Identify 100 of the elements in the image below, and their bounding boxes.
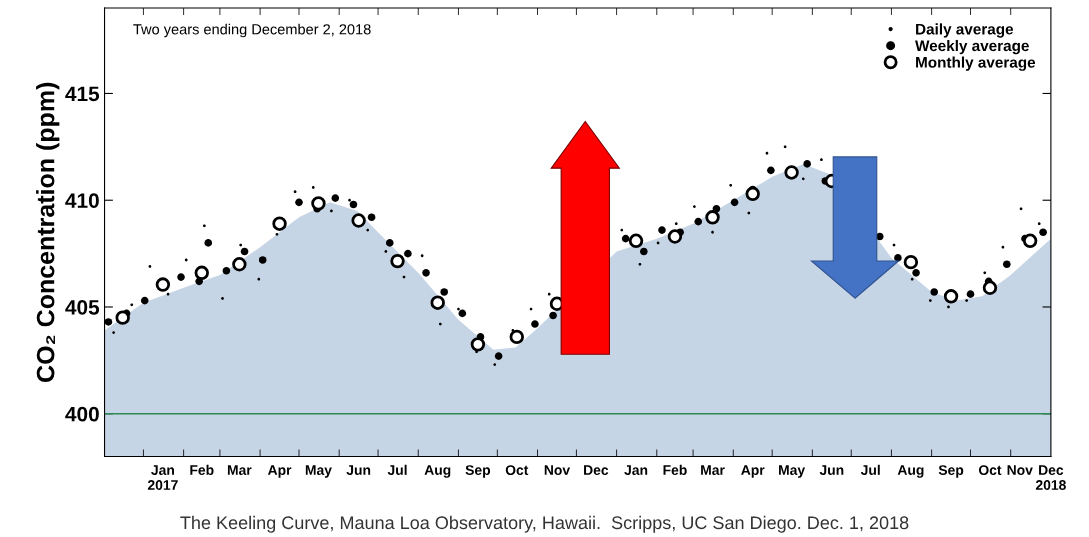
point [621,234,630,243]
point [494,352,503,360]
point [638,262,642,266]
point [349,200,358,209]
x-tick-label: Apr [741,465,765,478]
point [982,280,998,295]
point [351,213,366,228]
point [493,363,497,367]
point [820,158,823,162]
point [438,322,442,326]
point [115,310,130,325]
point [674,222,678,226]
point [390,253,405,269]
point [177,273,185,281]
point [385,239,394,247]
point [966,290,975,298]
x-tick-label: Aug [424,465,451,478]
point [475,350,478,354]
point [1039,228,1047,237]
point [272,216,287,231]
point [330,209,333,213]
point [293,190,297,194]
point [711,230,714,234]
point [903,254,919,270]
y-tick-label: 415 [65,86,100,102]
x-tick-label: Sep [938,465,964,478]
point [930,288,939,296]
x-tick-label: May [305,465,332,478]
point [947,305,950,309]
point [1022,233,1038,248]
point [767,166,775,175]
x-tick-label: Sep [465,465,491,478]
x-tick-label: Jan 2017 [147,465,178,490]
point [458,309,467,318]
point [470,337,486,352]
y-tick-label: 400 [65,406,99,422]
point [140,296,149,305]
point [912,269,920,277]
point [667,229,683,244]
x-tick-label: Feb [663,464,687,475]
point [348,198,351,202]
point [232,257,247,272]
point [148,265,152,268]
point [705,210,720,225]
point [384,250,388,253]
point [155,277,171,292]
point [457,307,460,311]
point [693,205,696,209]
point [983,271,987,275]
point [331,194,340,202]
point [258,256,267,264]
point [440,288,448,296]
point [965,299,969,302]
point [765,151,769,155]
point [729,183,733,187]
legend-label: Monthly average [916,56,1036,71]
point [222,266,231,275]
point [803,160,811,168]
x-tick-label: Mar [701,465,725,475]
x-tick-label: Dec 2018 [1035,465,1066,490]
point [104,318,113,326]
x-tick-label: Nov [544,465,571,475]
point [1037,222,1041,226]
x-tick-label: Jun [346,465,371,475]
point [531,320,539,328]
point [694,217,703,226]
point [202,224,206,228]
point [240,247,249,256]
point [366,228,370,232]
point [367,213,376,222]
point [910,277,914,281]
point [628,233,644,248]
x-tick-label: Mar [227,465,252,475]
point [640,247,648,256]
x-tick-label: Dec [584,465,609,475]
x-tick-label: Aug [897,465,924,478]
x-tick-label: May [779,465,806,478]
y-axis-title: CO₂ Concentration (ppm) [36,82,60,382]
point [275,233,279,236]
x-tick-label: Jun [819,465,844,475]
point [658,226,666,234]
point [509,329,524,345]
point [730,198,739,207]
x-tick-label: Nov [1007,465,1033,475]
point [257,277,261,281]
point [784,165,799,180]
point [745,186,760,202]
y-tick-label: 405 [65,299,100,315]
point [943,289,959,304]
point [928,299,932,302]
point [130,303,134,307]
point [204,239,213,247]
x-tick-label: Jan [624,465,648,475]
point [295,198,303,207]
point [221,297,224,300]
point [311,196,326,211]
point [1003,260,1011,269]
text: The Keeling Curve, Mauna Loa Observatory, Hawaii. Scripps, UC San Diego. Dec. 1, 2018 [180,515,909,533]
point [112,331,116,334]
legend-label: Daily average [916,23,1014,38]
